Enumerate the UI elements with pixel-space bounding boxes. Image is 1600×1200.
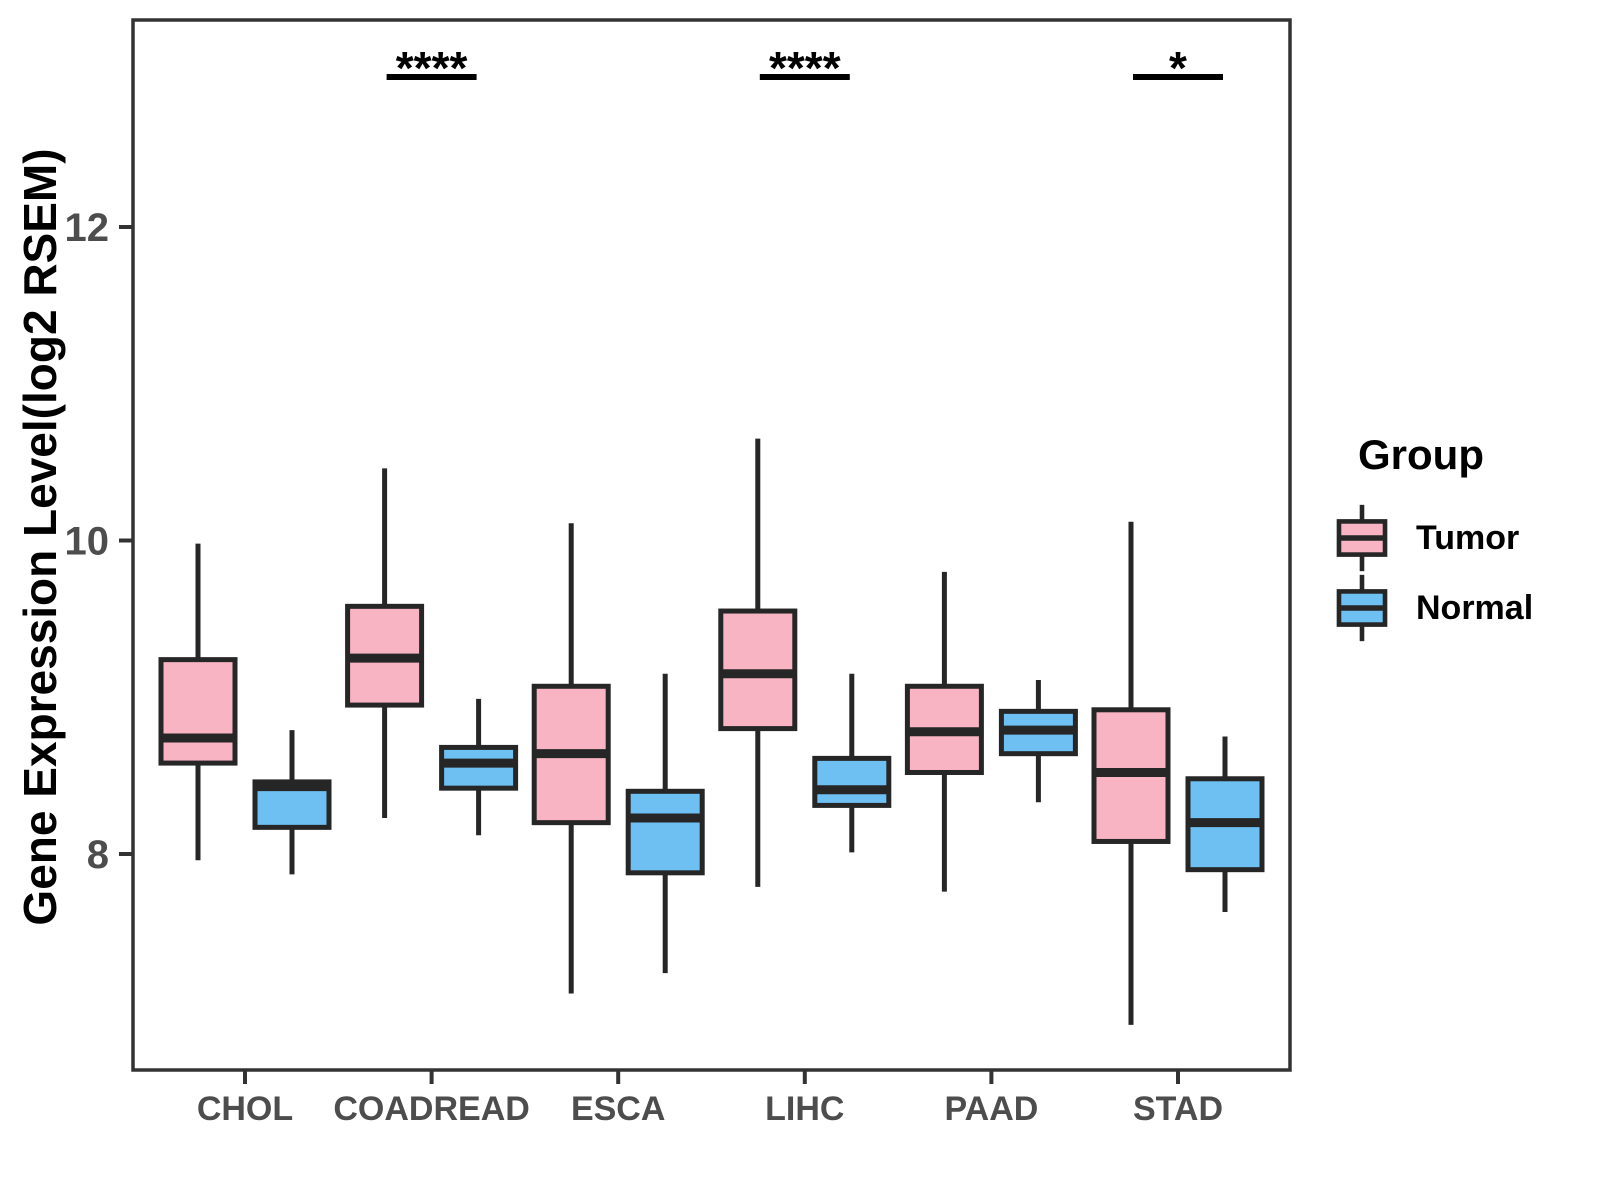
y-axis-tick-label: 8 [87, 833, 109, 877]
x-axis-label-ESCA: ESCA [571, 1090, 665, 1128]
y-axis-tick-label: 10 [65, 520, 110, 564]
box-LIHC-Normal [812, 755, 892, 808]
boxplot-glyph-tumor-icon [1336, 504, 1388, 572]
legend-title: Group [1358, 431, 1484, 478]
x-axis-label-STAD: STAD [1133, 1090, 1223, 1128]
legend: Group Tumor Normal [1330, 425, 1600, 643]
significance-label-COADREAD: **** [396, 42, 468, 94]
legend-item-normal: Normal [1330, 573, 1600, 643]
panel-border [131, 18, 1292, 1072]
x-axis-label-LIHC: LIHC [765, 1090, 844, 1128]
x-axis-label-CHOL: CHOL [197, 1090, 293, 1128]
significance-label-STAD: * [1169, 42, 1187, 94]
x-axis-label-PAAD: PAAD [944, 1090, 1038, 1128]
significance-label-LIHC: **** [769, 42, 841, 94]
legend-label-tumor: Tumor [1416, 518, 1520, 557]
legend-label-normal: Normal [1416, 588, 1534, 627]
x-axis-label-COADREAD: COADREAD [333, 1090, 529, 1128]
box-ESCA-Normal [625, 788, 705, 876]
legend-item-tumor: Tumor [1330, 503, 1600, 573]
boxplot-glyph-normal-icon [1336, 574, 1388, 642]
box-CHOL-Tumor [158, 657, 238, 766]
box-COADREAD-Normal [439, 744, 519, 791]
y-axis-tick-label: 12 [65, 206, 110, 250]
